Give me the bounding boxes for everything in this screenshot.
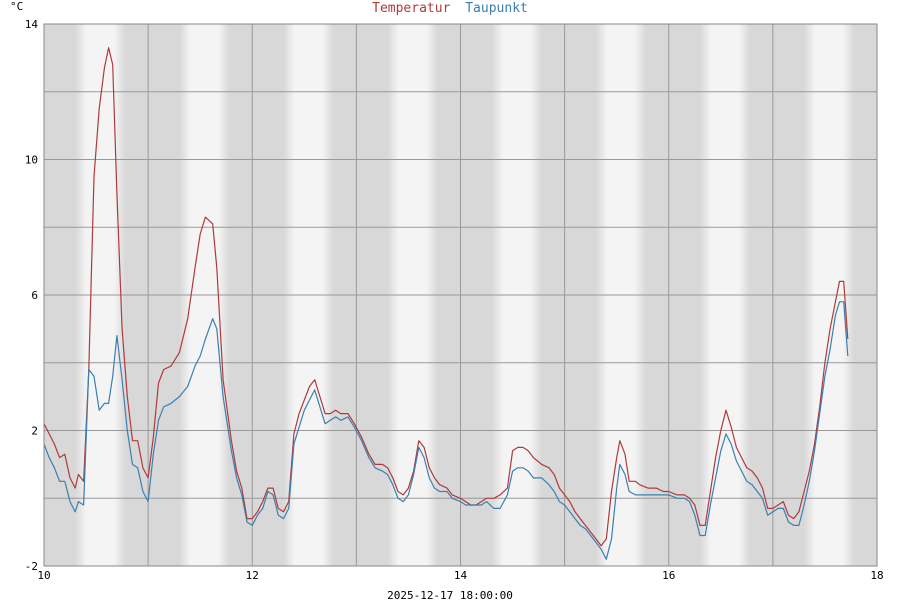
x-tick-label: 14 — [454, 569, 468, 582]
title-temperatur: Temperatur — [372, 1, 450, 16]
y-tick-label: 14 — [25, 18, 39, 31]
y-tick-label: -2 — [25, 560, 38, 573]
y-tick-label: 6 — [31, 289, 38, 302]
x-axis-ticks: 10 12 14 16 18 — [37, 569, 883, 582]
y-axis-ticks: -2 2 6 10 14 — [25, 18, 39, 573]
plot-frame — [43, 23, 878, 567]
chart-title: Temperatur Taupunkt — [372, 1, 528, 16]
y-unit-label: °C — [10, 0, 23, 13]
x-tick-label: 16 — [662, 569, 675, 582]
footer-timestamp: 2025-12-17 18:00:00 — [387, 589, 513, 600]
x-tick-label: 18 — [870, 569, 883, 582]
series-line-temperatur — [43, 47, 849, 547]
series-line-taupunkt — [43, 301, 849, 560]
y-tick-label: 2 — [31, 425, 38, 438]
x-tick-label: 10 — [37, 569, 50, 582]
data-series — [43, 47, 849, 560]
x-tick-label: 12 — [246, 569, 259, 582]
title-taupunkt: Taupunkt — [465, 1, 528, 16]
y-tick-label: 10 — [25, 154, 38, 167]
